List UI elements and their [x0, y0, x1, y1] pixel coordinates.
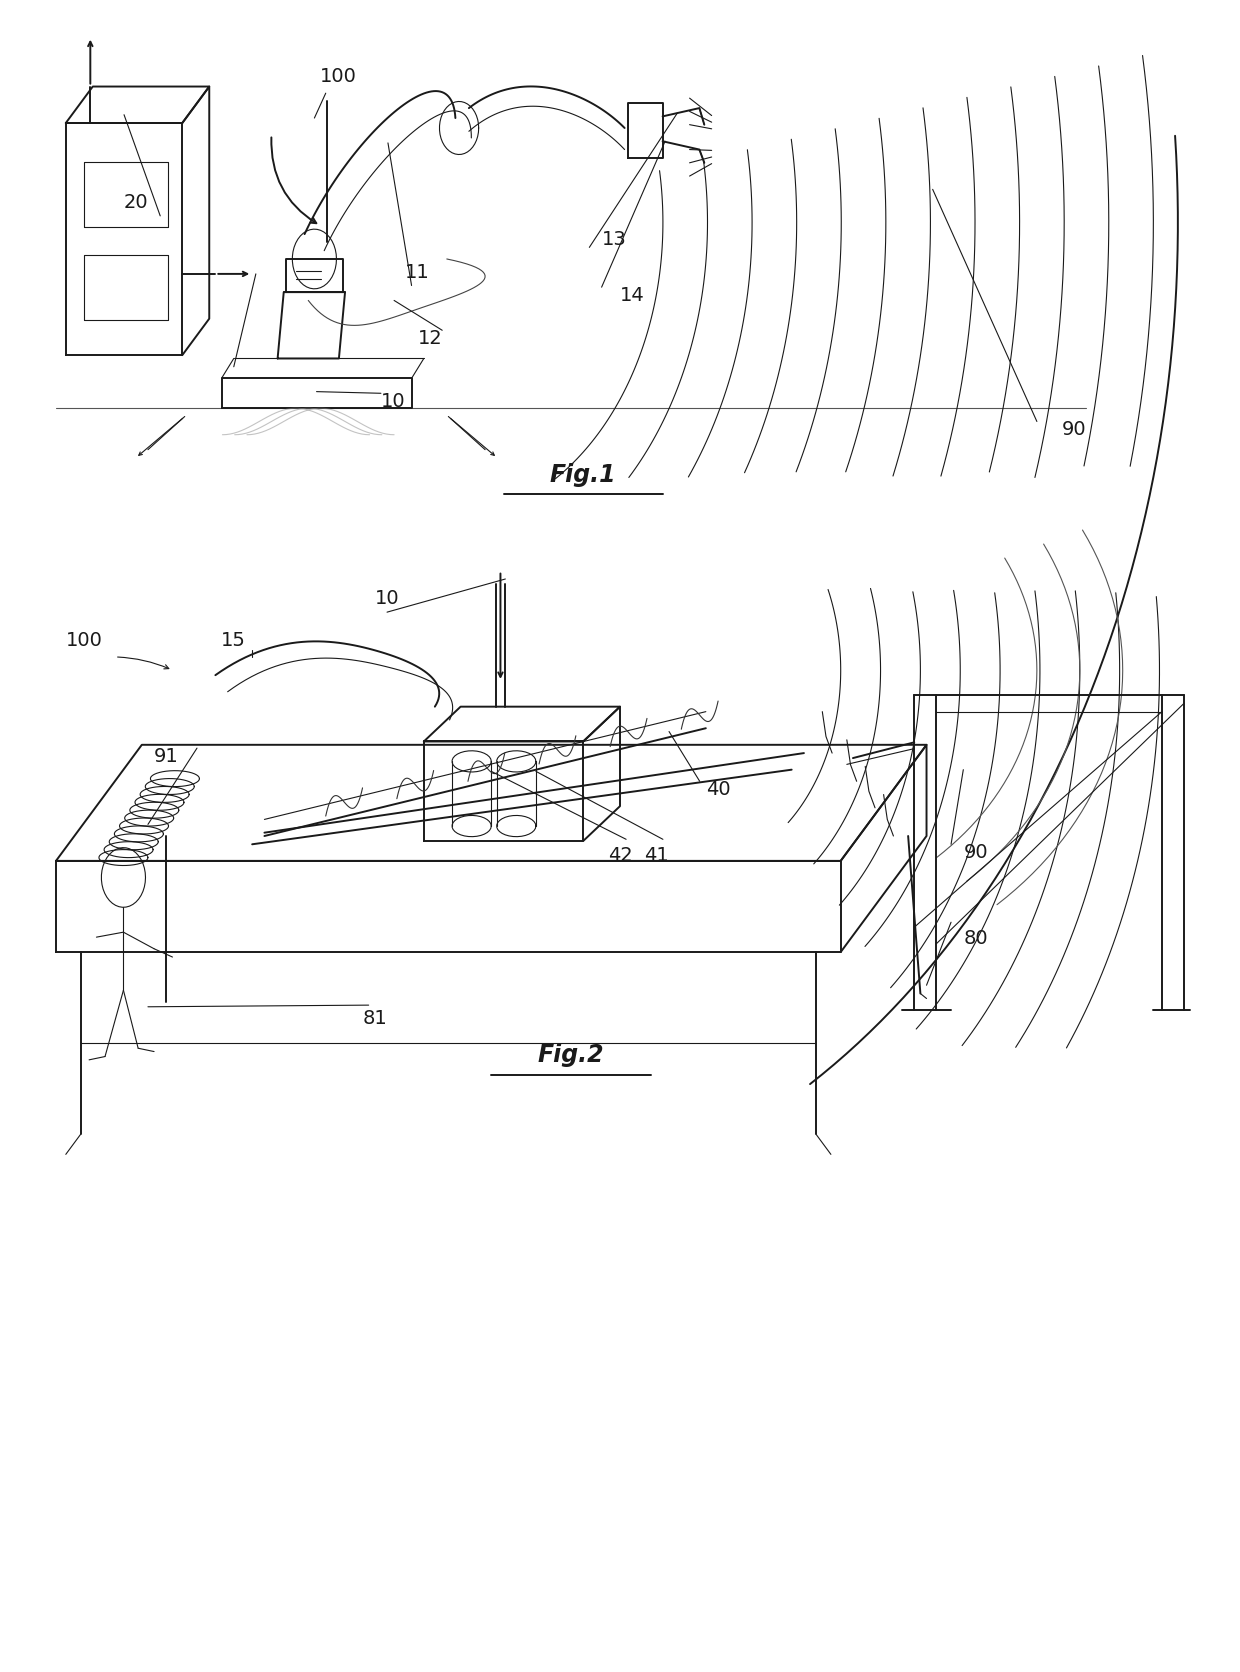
Text: 20: 20: [123, 192, 148, 212]
Text: Fig.1: Fig.1: [549, 463, 616, 487]
Text: 81: 81: [362, 1008, 387, 1028]
Text: 100: 100: [66, 630, 103, 650]
Text: 90: 90: [1061, 420, 1086, 440]
Text: 91: 91: [154, 747, 179, 766]
Text: 10: 10: [374, 590, 399, 609]
Text: 42: 42: [608, 846, 632, 866]
Text: 90: 90: [963, 843, 988, 863]
Text: Fig.2: Fig.2: [538, 1043, 604, 1067]
Text: 12: 12: [418, 329, 443, 348]
Text: 80: 80: [963, 930, 988, 948]
Text: 41: 41: [645, 846, 670, 866]
Text: 100: 100: [320, 67, 356, 85]
Text: 40: 40: [706, 781, 730, 799]
Text: 14: 14: [620, 286, 645, 304]
Text: 15: 15: [221, 630, 247, 650]
Text: 11: 11: [405, 263, 430, 283]
Text: 13: 13: [601, 229, 626, 249]
Text: 10: 10: [381, 391, 405, 411]
